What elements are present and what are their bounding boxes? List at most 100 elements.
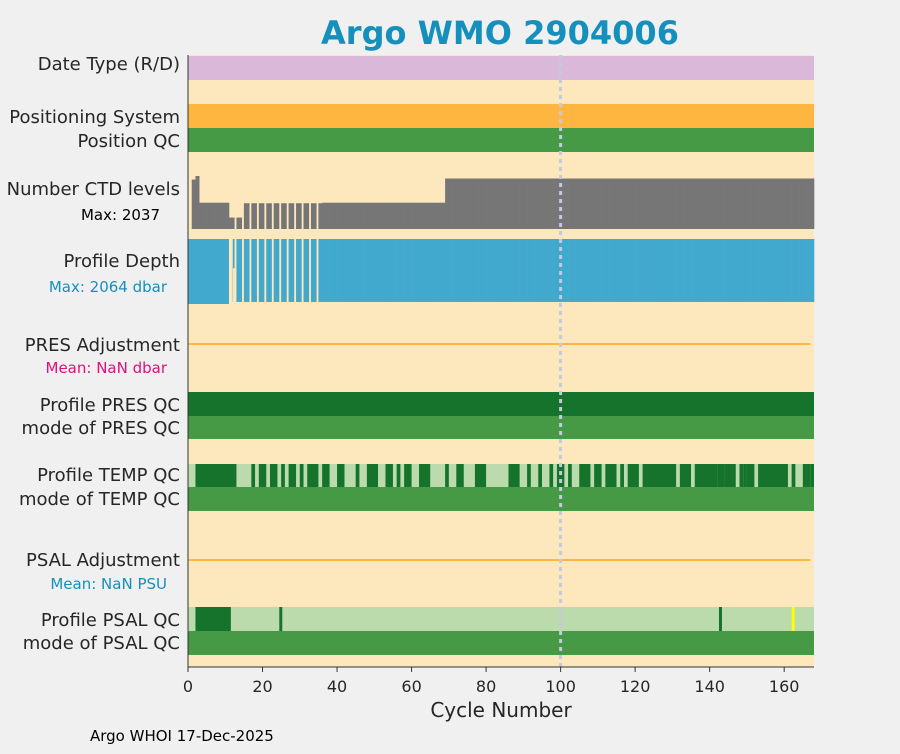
ctd-level-bar-cycle-8 — [217, 202, 222, 229]
ctd-level-bar-cycle-77 — [474, 178, 479, 229]
profile-depth-bar-cycle-71 — [452, 239, 457, 302]
temp-qc-good-segment-36 — [758, 464, 788, 487]
profile-depth-bar-cycle-39 — [333, 239, 338, 302]
profile-depth-bar-cycle-152 — [754, 239, 759, 302]
ctd-level-bar-cycle-135 — [691, 178, 696, 229]
ctd-level-bar-cycle-93 — [534, 178, 539, 229]
profile-depth-bar-cycle-138 — [702, 239, 707, 302]
ctd-level-bar-cycle-141 — [713, 178, 718, 229]
temp-qc-good-segment-29 — [679, 464, 692, 487]
ctd-level-bar-cycle-154 — [761, 178, 766, 229]
label-depth-max: Max: 2064 dbar — [49, 278, 168, 296]
profile-depth-bar-cycle-27 — [288, 239, 293, 302]
profile-depth-bar-cycle-132 — [679, 239, 684, 302]
label-temp-mode: mode of TEMP QC — [19, 489, 180, 510]
profile-depth-bar-cycle-161 — [787, 239, 792, 302]
profile-depth-bar-cycle-114 — [612, 239, 617, 302]
profile-depth-bar-cycle-35 — [318, 239, 323, 302]
profile-depth-bar-cycle-30 — [299, 239, 302, 302]
ctd-level-bar-cycle-165 — [802, 178, 807, 229]
ctd-level-bar-cycle-95 — [541, 178, 547, 229]
profile-depth-bar-cycle-160 — [784, 239, 789, 302]
profile-depth-bar-cycle-17 — [251, 239, 256, 302]
profile-depth-bar-cycle-52 — [381, 239, 386, 302]
profile-depth-bar-cycle-110 — [597, 239, 602, 302]
ctd-level-bar-cycle-7 — [214, 202, 219, 229]
ctd-level-bar-cycle-121 — [638, 178, 643, 229]
ctd-level-bar-cycle-1 — [191, 179, 196, 229]
temp-qc-good-segment-42 — [627, 464, 639, 487]
ctd-level-bar-cycle-12 — [232, 217, 235, 229]
ctd-level-bar-cycle-162 — [791, 178, 796, 229]
profile-depth-bar-cycle-151 — [750, 239, 755, 302]
profile-depth-bar-cycle-154 — [761, 239, 766, 302]
profile-depth-bar-cycle-134 — [687, 239, 692, 302]
temp-qc-good-segment-20 — [527, 464, 531, 487]
psal-qc-good-segment-2 — [718, 607, 722, 631]
plot-background — [188, 55, 814, 667]
ctd-level-bar-cycle-158 — [776, 178, 781, 229]
profile-depth-bar-cycle-148 — [739, 239, 744, 302]
label-positioning: Positioning System — [9, 107, 180, 128]
profile-depth-bar-cycle-101 — [564, 239, 569, 302]
profile-depth-bar-cycle-75 — [467, 239, 472, 302]
temp-qc-good-segment-25 — [579, 464, 591, 487]
label-pres-qc: Profile PRES QC — [40, 395, 180, 416]
profile-depth-bar-cycle-24 — [277, 239, 280, 302]
ctd-level-bar-cycle-125 — [653, 178, 658, 229]
ctd-level-bar-cycle-127 — [661, 178, 666, 229]
profile-depth-bar-cycle-98 — [553, 239, 558, 302]
temp-qc-good-segment-21 — [538, 464, 542, 487]
ctd-level-bar-cycle-19 — [258, 203, 263, 229]
profile-depth-bar-cycle-45 — [355, 239, 360, 302]
ctd-level-bar-cycle-34 — [314, 203, 317, 229]
ctd-level-bar-cycle-113 — [609, 178, 614, 229]
profile-depth-bar-cycle-102 — [568, 239, 573, 302]
ctd-level-bar-cycle-115 — [616, 178, 621, 229]
profile-depth-bar-cycle-34 — [314, 239, 317, 302]
profile-depth-bar-cycle-120 — [635, 239, 640, 302]
profile-depth-bar-cycle-90 — [523, 239, 528, 302]
ctd-level-bar-cycle-160 — [784, 178, 789, 229]
profile-depth-bar-cycle-70 — [448, 239, 453, 302]
ctd-level-bar-cycle-82 — [493, 178, 498, 229]
ctd-level-bar-cycle-149 — [743, 178, 748, 229]
ctd-level-bar-cycle-110 — [597, 178, 602, 229]
profile-depth-bar-cycle-19 — [258, 239, 263, 302]
x-tick-label-140: 140 — [694, 677, 725, 696]
temp-qc-good-segment-8 — [322, 464, 330, 487]
profile-depth-bar-cycle-94 — [538, 239, 543, 302]
temp-qc-good-segment-9 — [337, 464, 345, 487]
profile-depth-bar-cycle-79 — [482, 239, 487, 302]
temp-qc-good-segment-31 — [717, 464, 725, 487]
ctd-level-bar-cycle-13 — [236, 217, 241, 229]
ctd-level-bar-cycle-48 — [366, 202, 371, 229]
profile-depth-bar-cycle-108 — [590, 239, 595, 302]
ctd-level-bar-cycle-2 — [195, 176, 200, 229]
ctd-level-bar-cycle-150 — [746, 178, 751, 229]
profile-depth-bar-cycle-163 — [795, 239, 800, 302]
profile-depth-bar-cycle-128 — [664, 239, 669, 302]
ctd-level-bar-cycle-111 — [601, 178, 606, 229]
ctd-level-bar-cycle-106 — [582, 178, 588, 229]
label-pres-adj-mean: Mean: NaN dbar — [46, 359, 168, 377]
ctd-level-bar-cycle-60 — [411, 202, 416, 229]
ctd-level-bar-cycle-35 — [318, 203, 323, 229]
profile-depth-bar-cycle-50 — [374, 239, 379, 302]
temp-qc-good-segment-22 — [549, 464, 554, 487]
profile-depth-bar-cycle-51 — [378, 239, 383, 302]
ctd-level-bar-cycle-146 — [732, 178, 737, 229]
profile-depth-bar-cycle-81 — [489, 239, 494, 302]
profile-depth-bar-cycle-48 — [366, 239, 371, 302]
ctd-level-bar-cycle-71 — [452, 178, 457, 229]
row-labels: Date Type (R/D) Positioning System Posit… — [7, 54, 180, 654]
ctd-level-bar-cycle-143 — [720, 178, 725, 229]
ctd-level-bar-cycle-128 — [664, 178, 669, 229]
ctd-level-bar-cycle-24 — [277, 203, 280, 229]
profile-depth-bar-cycle-142 — [717, 239, 722, 302]
label-psal-mode: mode of PSAL QC — [23, 633, 180, 654]
profile-depth-bar-cycle-22 — [269, 239, 272, 302]
ctd-level-bar-cycle-96 — [545, 178, 550, 229]
ctd-level-bar-cycle-32 — [307, 203, 310, 229]
